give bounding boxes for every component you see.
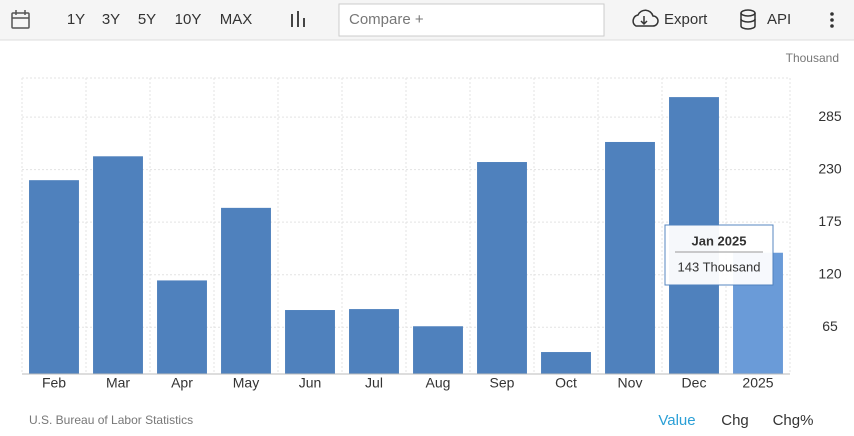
tab[interactable]: Chg — [721, 412, 749, 429]
chart-type-icon[interactable] — [291, 11, 305, 27]
y-tick-label: 65 — [822, 318, 838, 334]
x-tick-label: Sep — [490, 375, 515, 391]
calendar-icon[interactable] — [11, 10, 30, 29]
bar — [413, 326, 463, 374]
x-tick-label: Mar — [106, 375, 130, 391]
tooltip-text: 143 Thousand — [678, 259, 761, 274]
bar — [541, 352, 591, 374]
x-tick-label: Nov — [618, 375, 643, 391]
y-tick-label: 120 — [818, 265, 842, 281]
bar — [29, 180, 79, 374]
bar — [477, 162, 527, 374]
bar — [93, 156, 143, 374]
api-button[interactable]: API — [767, 11, 791, 28]
x-tick-label: Aug — [426, 375, 451, 391]
bar — [157, 280, 207, 374]
compare-input[interactable] — [338, 3, 605, 37]
y-tick-label: 230 — [818, 160, 842, 176]
range-button[interactable]: 1Y — [67, 11, 85, 28]
export-button[interactable]: Export — [664, 11, 708, 28]
x-tick-label: Feb — [42, 375, 66, 391]
tab[interactable]: Chg% — [773, 412, 814, 429]
source: U.S. Bureau of Labor Statistics — [29, 413, 193, 427]
tooltip-title: Jan 2025 — [692, 233, 747, 248]
x-tick-label: Apr — [171, 375, 193, 391]
compare-placeholder: Compare + — [349, 11, 424, 28]
range-button[interactable]: MAX — [220, 11, 253, 28]
bar — [605, 141, 655, 374]
bar — [221, 207, 271, 374]
unit-label: Thousand — [786, 51, 839, 65]
x-tick-label: May — [233, 375, 259, 391]
x-tick-label: 2025 — [742, 375, 773, 391]
y-tick-label: 285 — [818, 108, 842, 124]
bar — [285, 310, 335, 374]
tooltip: Jan 2025 143 Thousand — [664, 224, 774, 286]
range-button[interactable]: 3Y — [102, 11, 120, 28]
export-icon[interactable] — [632, 9, 659, 27]
api-icon[interactable] — [740, 9, 756, 30]
menu-icon[interactable] — [830, 12, 834, 28]
range-button[interactable]: 10Y — [175, 11, 202, 28]
x-tick-label: Dec — [682, 375, 707, 391]
tab[interactable]: Value — [658, 412, 695, 429]
x-tick-label: Jun — [299, 375, 322, 391]
x-tick-label: Jul — [365, 375, 383, 391]
y-tick-label: 175 — [818, 213, 842, 229]
range-button[interactable]: 5Y — [138, 11, 156, 28]
bar — [349, 309, 399, 374]
x-tick-label: Oct — [555, 375, 577, 391]
